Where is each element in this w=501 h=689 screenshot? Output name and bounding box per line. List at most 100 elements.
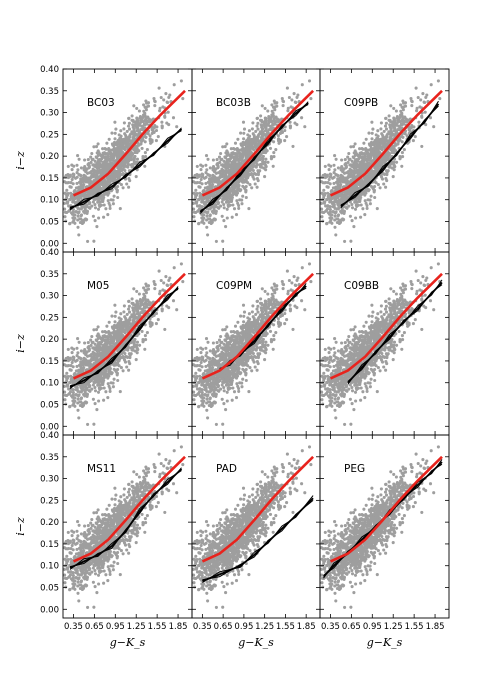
scatter-point bbox=[145, 101, 149, 105]
scatter-point bbox=[225, 207, 229, 211]
scatter-point bbox=[373, 195, 377, 200]
scatter-point bbox=[94, 174, 98, 178]
scatter-point bbox=[208, 196, 212, 200]
scatter-point bbox=[323, 176, 327, 180]
scatter-point bbox=[214, 209, 218, 213]
scatter-point bbox=[137, 143, 141, 147]
scatter-point bbox=[397, 128, 401, 132]
scatter-point bbox=[394, 109, 398, 113]
scatter-point bbox=[125, 182, 129, 186]
scatter-point bbox=[374, 181, 378, 185]
scatter-point bbox=[256, 121, 260, 125]
scatter-point bbox=[263, 116, 267, 120]
scatter-point bbox=[232, 169, 236, 173]
scatter-point bbox=[353, 207, 358, 211]
panel-label: C09PB bbox=[344, 97, 378, 109]
model-track bbox=[340, 105, 439, 206]
scatter-point bbox=[269, 124, 273, 128]
scatter-point bbox=[194, 188, 198, 192]
scatter-point bbox=[201, 174, 205, 179]
scatter-point bbox=[400, 151, 404, 155]
scatter-point bbox=[156, 135, 160, 139]
scatter-point bbox=[347, 204, 351, 208]
scatter-point bbox=[136, 126, 140, 130]
scatter-point bbox=[75, 171, 79, 175]
scatter-point bbox=[244, 146, 248, 150]
scatter-point bbox=[192, 210, 196, 214]
scatter-point bbox=[91, 214, 95, 218]
scatter-point bbox=[401, 135, 405, 139]
scatter-point bbox=[251, 165, 255, 169]
scatter-point bbox=[250, 127, 254, 131]
scatter-point bbox=[132, 156, 136, 160]
scatter-point bbox=[320, 207, 324, 211]
scatter-point bbox=[135, 160, 139, 164]
scatter-point bbox=[141, 115, 145, 119]
scatter-point bbox=[214, 185, 218, 189]
scatter-point bbox=[96, 142, 100, 146]
scatter-point bbox=[244, 189, 248, 193]
scatter-point bbox=[111, 202, 115, 206]
scatter-point bbox=[252, 177, 256, 181]
scatter-point bbox=[123, 360, 128, 364]
scatter-point bbox=[377, 161, 381, 165]
scatter-point bbox=[336, 217, 340, 221]
scatter-point bbox=[327, 168, 331, 172]
scatter-point bbox=[134, 144, 138, 148]
scatter-point bbox=[250, 142, 254, 146]
scatter-point bbox=[255, 185, 259, 189]
scatter-point bbox=[350, 206, 355, 210]
scatter-point bbox=[360, 147, 364, 151]
scatter-point bbox=[216, 201, 220, 205]
scatter-point bbox=[98, 200, 102, 204]
scatter-point bbox=[353, 149, 357, 153]
scatter-point bbox=[231, 203, 235, 207]
scatter-point bbox=[157, 86, 161, 90]
scatter-point bbox=[192, 201, 196, 205]
scatter-point bbox=[342, 185, 346, 189]
scatter-point bbox=[273, 105, 277, 109]
scatter-point bbox=[346, 160, 350, 164]
scatter-point bbox=[392, 116, 396, 120]
scatter-point bbox=[126, 124, 131, 128]
scatter-point bbox=[93, 159, 97, 163]
scatter-point bbox=[225, 216, 229, 220]
scatter-point bbox=[238, 198, 242, 202]
scatter-point bbox=[129, 132, 133, 136]
scatter-point bbox=[228, 203, 232, 207]
scatter-point bbox=[143, 140, 147, 144]
scatter-point bbox=[72, 174, 76, 179]
scatter-point bbox=[232, 147, 236, 151]
scatter-point bbox=[148, 118, 152, 122]
scatter-point bbox=[87, 180, 91, 184]
scatter-point bbox=[269, 128, 273, 132]
scatter-point bbox=[105, 183, 109, 187]
scatter-point bbox=[65, 188, 69, 192]
scatter-point bbox=[346, 155, 350, 159]
scatter-point bbox=[378, 142, 382, 146]
scatter-point bbox=[326, 181, 330, 185]
scatter-point bbox=[246, 174, 250, 178]
scatter-point bbox=[232, 207, 237, 211]
scatter-point bbox=[175, 125, 179, 129]
scatter-point bbox=[73, 404, 77, 408]
scatter-point bbox=[270, 103, 274, 107]
scatter-point bbox=[153, 104, 157, 108]
scatter-point bbox=[232, 191, 236, 196]
scatter-point bbox=[103, 156, 108, 160]
scatter-point bbox=[352, 187, 356, 191]
scatter-point bbox=[375, 207, 379, 211]
scatter-point bbox=[277, 141, 281, 145]
scatter-point bbox=[373, 150, 377, 154]
scatter-point bbox=[370, 137, 374, 141]
scatter-point bbox=[333, 168, 337, 172]
scatter-point bbox=[213, 175, 217, 179]
scatter-point bbox=[276, 139, 281, 143]
scatter-point bbox=[63, 207, 67, 211]
scatter-point bbox=[365, 148, 369, 152]
scatter-point bbox=[257, 132, 261, 136]
scatter-point bbox=[79, 217, 83, 221]
scatter-point bbox=[152, 126, 156, 130]
scatter-point bbox=[107, 320, 111, 324]
y-tick-label: 0.35 bbox=[40, 87, 59, 97]
